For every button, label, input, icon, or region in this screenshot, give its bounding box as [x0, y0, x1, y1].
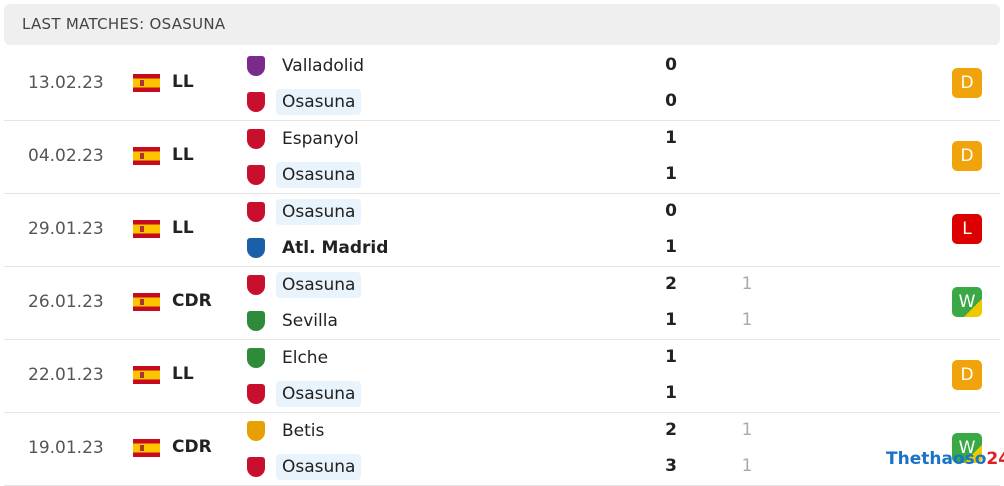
score: 2 — [665, 274, 677, 294]
header: LAST MATCHES: OSASUNA — [4, 4, 1000, 45]
score: 1 — [665, 310, 677, 330]
flag-icon — [133, 74, 160, 92]
team-logo — [247, 129, 265, 149]
team-logo — [247, 238, 265, 258]
score: 1 — [665, 383, 677, 403]
score: 0 — [665, 201, 677, 221]
flag-icon — [133, 293, 160, 311]
team-logo — [247, 56, 265, 76]
score: 0 — [665, 91, 677, 111]
team-logo — [247, 457, 265, 477]
competition: LL — [172, 145, 194, 165]
match-row[interactable]: 19.01.23 CDR Betis 2 1 Osasuna 3 1 W — [4, 412, 1000, 486]
date: 13.02.23 — [28, 73, 104, 93]
competition: LL — [172, 364, 194, 384]
date: 19.01.23 — [28, 438, 104, 458]
team-logo — [247, 202, 265, 222]
result-badge: W — [952, 433, 982, 463]
team-name[interactable]: Elche — [282, 348, 329, 368]
date: 26.01.23 — [28, 292, 104, 312]
team-logo — [247, 384, 265, 404]
result-badge: L — [952, 214, 982, 244]
score: 3 — [665, 456, 677, 476]
result-badge: W — [952, 287, 982, 317]
watermark: Thethaoso247 — [886, 449, 1004, 469]
team-name[interactable]: Espanyol — [282, 129, 359, 149]
team-name[interactable]: Atl. Madrid — [282, 238, 389, 258]
extra-score: 1 — [741, 274, 753, 294]
watermark-part: Thethaoso — [886, 449, 987, 469]
flag-icon — [133, 147, 160, 165]
score: 2 — [665, 420, 677, 440]
competition: CDR — [172, 437, 212, 457]
match-row[interactable]: 13.02.23 LL Valladolid 0 Osasuna 0 D — [4, 47, 1000, 121]
match-row[interactable]: 29.01.23 LL Osasuna 0 Atl. Madrid 1 L — [4, 193, 1000, 267]
team-logo — [247, 165, 265, 185]
team-logo — [247, 92, 265, 112]
flag-icon — [133, 220, 160, 238]
team-name[interactable]: Osasuna — [276, 454, 362, 480]
watermark-part: 247 — [986, 449, 1004, 469]
team-name[interactable]: Osasuna — [276, 199, 362, 225]
result-badge: D — [952, 68, 982, 98]
match-row[interactable]: 26.01.23 CDR Osasuna 2 1 Sevilla 1 1 W — [4, 266, 1000, 340]
competition: LL — [172, 72, 194, 92]
extra-score: 1 — [741, 310, 753, 330]
title: LAST MATCHES: OSASUNA — [22, 15, 226, 33]
team-logo — [247, 275, 265, 295]
team-name[interactable]: Osasuna — [276, 272, 362, 298]
result-badge: D — [952, 141, 982, 171]
team-name[interactable]: Sevilla — [282, 311, 338, 331]
flag-icon — [133, 439, 160, 457]
match-row[interactable]: 04.02.23 LL Espanyol 1 Osasuna 1 D — [4, 120, 1000, 194]
extra-score: 1 — [741, 420, 753, 440]
date: 04.02.23 — [28, 146, 104, 166]
match-row[interactable]: 22.01.23 LL Elche 1 Osasuna 1 D — [4, 339, 1000, 413]
competition: LL — [172, 218, 194, 238]
score: 1 — [665, 164, 677, 184]
flag-icon — [133, 366, 160, 384]
team-name[interactable]: Valladolid — [282, 56, 365, 76]
team-logo — [247, 311, 265, 331]
team-name[interactable]: Osasuna — [276, 381, 362, 407]
team-name[interactable]: Osasuna — [276, 89, 362, 115]
score: 1 — [665, 128, 677, 148]
score: 1 — [665, 347, 677, 367]
score: 0 — [665, 55, 677, 75]
team-logo — [247, 421, 265, 441]
date: 22.01.23 — [28, 365, 104, 385]
result-badge: D — [952, 360, 982, 390]
competition: CDR — [172, 291, 212, 311]
team-name[interactable]: Osasuna — [276, 162, 362, 188]
score: 1 — [665, 237, 677, 257]
team-name[interactable]: Betis — [282, 421, 325, 441]
team-logo — [247, 348, 265, 368]
extra-score: 1 — [741, 456, 753, 476]
date: 29.01.23 — [28, 219, 104, 239]
